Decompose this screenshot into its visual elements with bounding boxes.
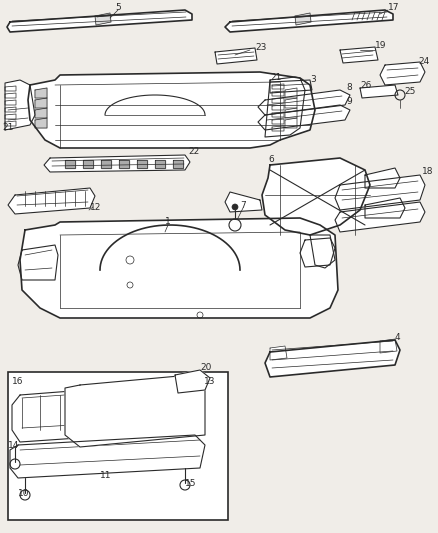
Text: 10: 10 — [18, 489, 29, 497]
Text: 7: 7 — [240, 201, 246, 211]
Polygon shape — [225, 10, 393, 32]
Polygon shape — [28, 72, 315, 148]
Polygon shape — [95, 13, 111, 25]
Polygon shape — [380, 62, 425, 85]
Polygon shape — [335, 202, 425, 232]
Polygon shape — [10, 435, 205, 478]
Text: 12: 12 — [90, 203, 101, 212]
Polygon shape — [35, 88, 47, 98]
Polygon shape — [225, 192, 262, 212]
Text: 8: 8 — [346, 84, 352, 93]
Polygon shape — [360, 85, 398, 98]
Text: 21: 21 — [270, 74, 281, 83]
Polygon shape — [35, 108, 47, 118]
Text: 23: 23 — [255, 43, 266, 52]
Polygon shape — [35, 118, 47, 128]
Circle shape — [232, 204, 238, 210]
Polygon shape — [5, 80, 35, 130]
Polygon shape — [65, 375, 205, 447]
Polygon shape — [365, 168, 400, 188]
Text: 16: 16 — [12, 377, 24, 386]
Polygon shape — [65, 160, 75, 168]
Text: 3: 3 — [310, 76, 316, 85]
Polygon shape — [258, 105, 350, 130]
Text: 1: 1 — [165, 217, 171, 227]
Text: 6: 6 — [268, 156, 274, 165]
Text: 26: 26 — [360, 80, 371, 90]
Text: 14: 14 — [8, 440, 19, 449]
Polygon shape — [101, 160, 111, 168]
Polygon shape — [265, 77, 305, 137]
Polygon shape — [285, 88, 297, 98]
Polygon shape — [175, 370, 210, 393]
Polygon shape — [7, 10, 192, 32]
Polygon shape — [265, 340, 400, 377]
Polygon shape — [340, 47, 378, 63]
Polygon shape — [365, 198, 405, 218]
Text: 25: 25 — [404, 87, 415, 96]
Polygon shape — [44, 155, 190, 172]
Text: 22: 22 — [188, 148, 199, 157]
Text: 11: 11 — [100, 472, 112, 481]
Text: 5: 5 — [115, 3, 121, 12]
Text: 13: 13 — [204, 377, 215, 386]
Polygon shape — [173, 160, 183, 168]
Polygon shape — [12, 383, 195, 442]
Polygon shape — [119, 160, 129, 168]
Polygon shape — [258, 90, 350, 115]
Polygon shape — [380, 339, 397, 353]
Text: 4: 4 — [395, 334, 401, 343]
Text: 24: 24 — [418, 58, 429, 67]
Polygon shape — [335, 175, 425, 210]
Polygon shape — [295, 13, 311, 25]
Text: 20: 20 — [200, 364, 212, 373]
Polygon shape — [270, 80, 312, 93]
Polygon shape — [262, 158, 370, 235]
Text: 21: 21 — [2, 124, 14, 133]
Polygon shape — [285, 108, 297, 118]
Polygon shape — [20, 218, 338, 318]
Bar — [8, 372, 228, 520]
Polygon shape — [310, 235, 335, 268]
Polygon shape — [270, 346, 287, 360]
Polygon shape — [155, 160, 165, 168]
Text: 15: 15 — [185, 479, 197, 488]
Polygon shape — [215, 48, 257, 64]
Text: 19: 19 — [375, 42, 386, 51]
Text: 18: 18 — [422, 167, 434, 176]
Polygon shape — [35, 98, 47, 108]
Polygon shape — [285, 118, 297, 128]
Polygon shape — [8, 188, 95, 214]
Polygon shape — [285, 98, 297, 108]
Polygon shape — [137, 160, 147, 168]
Text: 17: 17 — [388, 3, 399, 12]
Polygon shape — [83, 160, 93, 168]
Text: 9: 9 — [346, 98, 352, 107]
